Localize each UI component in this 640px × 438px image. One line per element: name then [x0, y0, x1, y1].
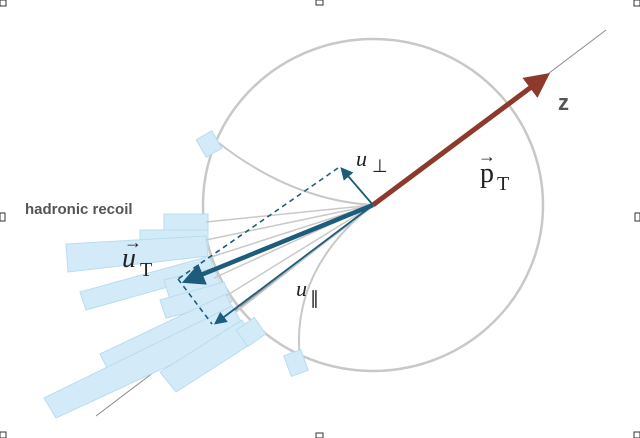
recoil-bar [65, 235, 209, 273]
inner-arc-upper [214, 139, 374, 206]
recoil-bars [43, 130, 309, 419]
hadronic-recoil-label: hadronic recoil [25, 201, 133, 218]
recoil-bar [195, 130, 223, 158]
svg-text:u: u [296, 276, 307, 301]
svg-text:∥: ∥ [310, 288, 319, 308]
uT-arrow [181, 202, 374, 285]
svg-text:u: u [356, 146, 367, 171]
detector-circle [201, 37, 545, 373]
svg-text:→: → [124, 232, 142, 252]
u-par-label: u ∥ [296, 276, 319, 308]
uT-label: u T → [122, 232, 152, 281]
u-perp-label: u ⊥ [356, 146, 388, 176]
svg-text:p: p [480, 158, 494, 189]
recoil-bar [283, 348, 309, 378]
pT-label: p T → [478, 146, 509, 195]
z-axis-label: z [558, 90, 569, 115]
projection-lines [177, 167, 339, 325]
recoil-bar [235, 316, 267, 348]
u-par-arrow [213, 204, 374, 325]
recoil-bar [159, 281, 233, 319]
svg-text:→: → [478, 146, 496, 166]
pT-arrow [371, 73, 551, 208]
svg-text:T: T [497, 173, 509, 195]
svg-text:u: u [122, 243, 136, 274]
inner-arc-lower [298, 204, 374, 361]
svg-text:⊥: ⊥ [372, 156, 388, 176]
svg-text:T: T [140, 259, 152, 281]
u-perp-arrow [340, 167, 374, 206]
recoil-bar [163, 213, 209, 233]
